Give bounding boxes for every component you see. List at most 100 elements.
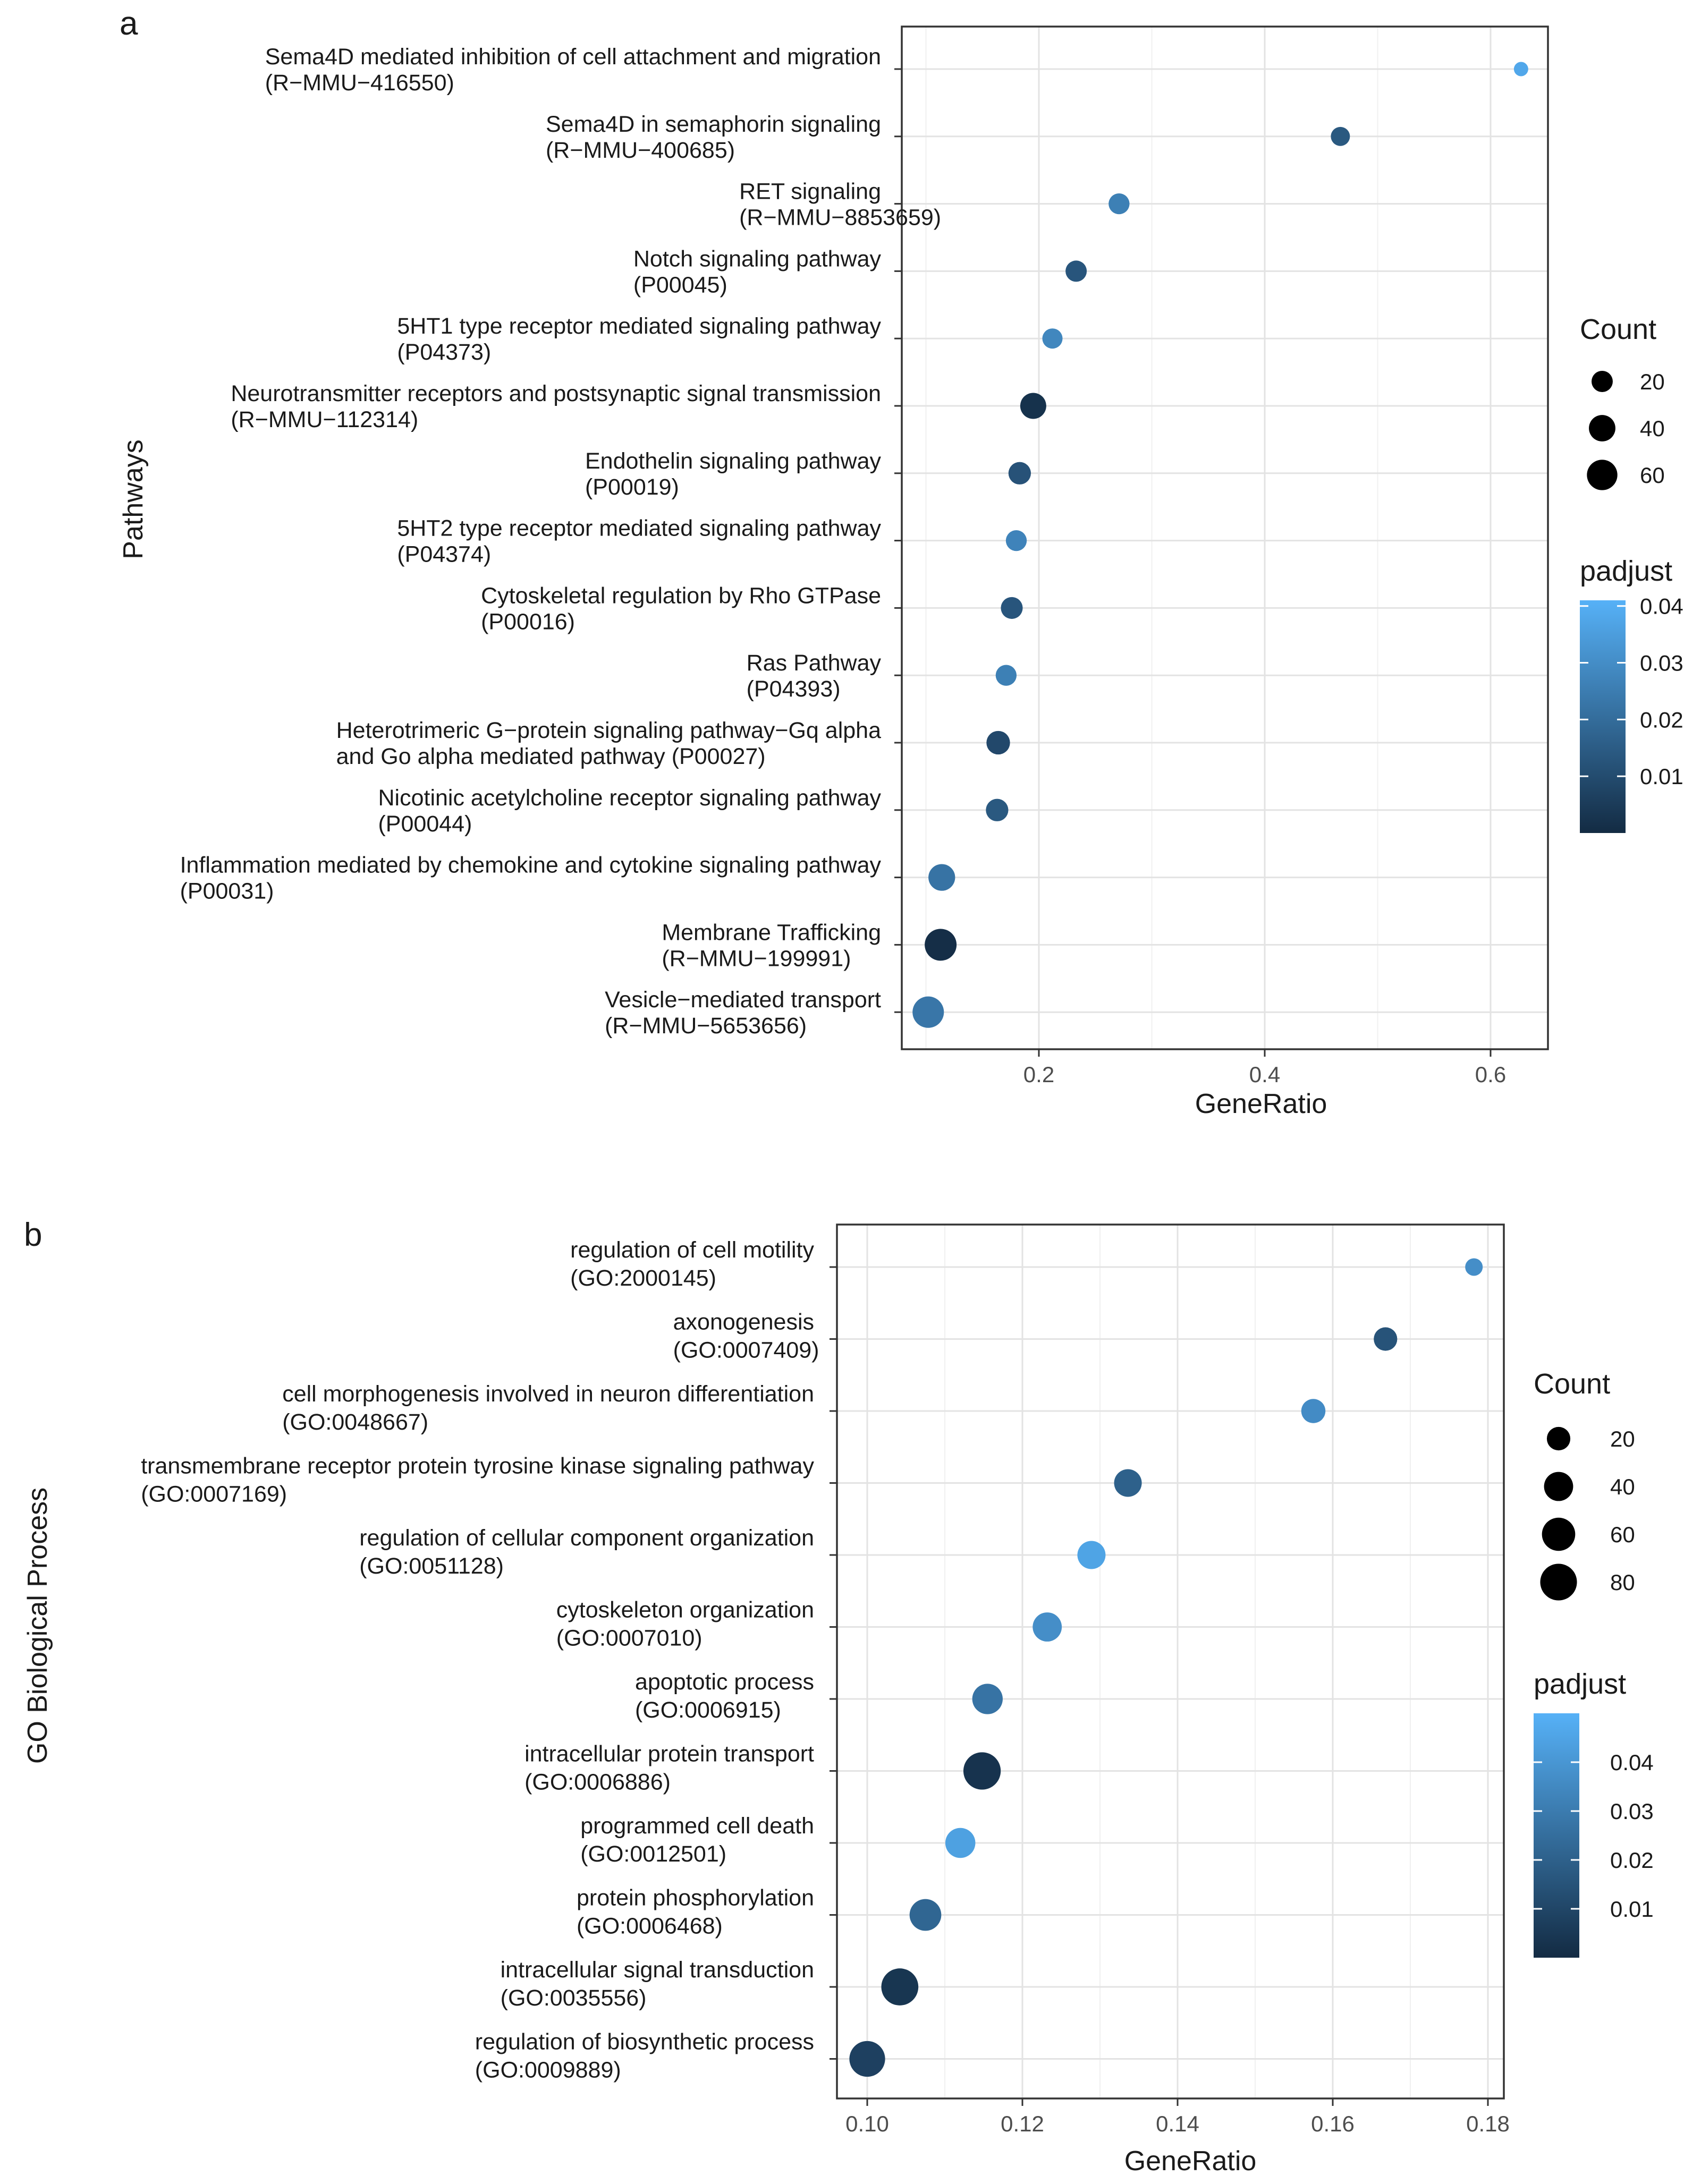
x-axis-title: GeneRatio (1124, 2146, 1257, 2177)
x-tick-label: 0.16 (1311, 2111, 1355, 2136)
y-tick-label-line: 5HT2 type receptor mediated signaling pa… (397, 516, 881, 541)
grid-lines (837, 1225, 1504, 2098)
y-tick-label: Inflammation mediated by chemokine and c… (180, 853, 882, 904)
y-tick-label: 5HT1 type receptor mediated signaling pa… (397, 313, 881, 365)
y-tick-label-line: (GO:0007409) (673, 1338, 819, 1363)
y-tick-label: Neurotransmitter receptors and postsynap… (231, 381, 881, 432)
y-tick-label: transmembrane receptor protein tyrosine … (141, 1454, 814, 1507)
legend-count-label: 40 (1640, 416, 1665, 441)
y-tick-label-line: Cytoskeletal regulation by Rho GTPase (481, 583, 881, 608)
grid-lines (902, 27, 1548, 1049)
legend-count-dot (1589, 415, 1615, 441)
y-axis-title: GO Biological Process (22, 1488, 53, 1764)
data-point (909, 1899, 942, 1931)
data-point (1331, 126, 1350, 146)
y-tick-label-line: programmed cell death (580, 1813, 814, 1839)
legend-count-title: Count (1580, 313, 1656, 345)
y-tick-label: protein phosphorylation (GO:0006468) (577, 1885, 814, 1939)
y-tick-label: 5HT2 type receptor mediated signaling pa… (397, 516, 881, 567)
y-tick-label-line: (GO:0048667) (282, 1409, 428, 1435)
legend-count-dot (1546, 1426, 1571, 1451)
y-tick-label-line: (P00045) (633, 272, 727, 298)
y-tick-label: axonogenesis (GO:0007409) (673, 1310, 819, 1363)
data-point (1465, 1258, 1483, 1276)
panel-label: a (120, 5, 138, 42)
data-point (1374, 1327, 1398, 1351)
legend-padjust-label: 0.04 (1610, 1750, 1654, 1775)
data-point (881, 1968, 919, 2005)
y-tick-label: regulation of biosynthetic process (GO:00… (475, 2029, 814, 2083)
y-tick-label-line: (R−MMU−199991) (662, 946, 851, 971)
y-tick-label: regulation of cell motility (GO:2000145) (570, 1237, 814, 1291)
legend-padjust: padjust 0.04 0.03 0.02 0.01 (1580, 555, 1683, 833)
y-tick-label-line: Notch signaling pathway (633, 246, 882, 271)
y-tick-label-line: (GO:0006468) (577, 1914, 723, 1939)
y-tick-label-line: (P04374) (397, 542, 491, 567)
legend-count-dot (1540, 1563, 1577, 1601)
plot-background (837, 1225, 1504, 2098)
data-point (928, 864, 955, 891)
y-tick-label-line: (P00044) (378, 811, 472, 837)
y-tick-label: Heterotrimeric G−protein signaling pathw… (336, 718, 881, 769)
y-tick-label-line: axonogenesis (673, 1310, 814, 1335)
legend-count-title: Count (1534, 1368, 1610, 1400)
data-point (945, 1828, 976, 1858)
y-tick-label-line: Nicotinic acetylcholine receptor signali… (378, 785, 881, 811)
x-axis-title: GeneRatio (1195, 1089, 1327, 1119)
y-tick-label-line: (GO:0035556) (501, 1985, 647, 2011)
data-point (1301, 1399, 1326, 1423)
y-tick-label-line: cytoskeleton organization (556, 1597, 814, 1623)
data-point (1513, 62, 1528, 77)
x-axis: 0.2 0.4 0.6 (1023, 1049, 1506, 1087)
y-tick-label: Notch signaling pathway (P00045) (633, 246, 882, 298)
y-tick-label: Cytoskeletal regulation by Rho GTPase (P0… (481, 583, 881, 634)
y-tick-label-line: (P04373) (397, 339, 491, 365)
legend-count: Count 20 40 60 80 (1534, 1368, 1635, 1601)
data-point (1033, 1612, 1062, 1642)
plot-border (836, 1223, 1505, 2100)
legend-padjust-label: 0.04 (1640, 594, 1683, 619)
data-point (986, 730, 1010, 755)
legend-count-label: 60 (1640, 463, 1665, 488)
y-axis-title: Pathways (118, 439, 149, 559)
x-tick-label: 0.4 (1249, 1062, 1280, 1087)
chart-panel-a: a Sema4D mediated inhibition of cell atta… (118, 5, 1683, 1119)
legend-count-label: 20 (1610, 1426, 1635, 1451)
y-tick-label-line: intracellular protein transport (524, 1741, 814, 1767)
y-tick-label: apoptotic process (GO:0006915) (635, 1669, 814, 1723)
panel-label: b (24, 1217, 42, 1253)
data-point (1114, 1469, 1142, 1497)
y-tick-label-line: (R−MMU−8853659) (739, 205, 941, 231)
chart-panel-b: b regulation of cell motility (GO:2000145)… (22, 1217, 1654, 2177)
y-tick-label-line: regulation of cellular component organiz… (359, 1525, 814, 1551)
data-points (849, 1258, 1483, 2077)
legend-padjust-colorbar (1580, 600, 1626, 833)
y-tick-label: intracellular signal transduction (GO:003… (501, 1957, 814, 2011)
data-point (1108, 193, 1130, 215)
y-tick-label-line: protein phosphorylation (577, 1885, 814, 1911)
legend-count-label: 60 (1610, 1522, 1635, 1547)
x-tick-label: 0.12 (1001, 2111, 1044, 2136)
data-points (912, 62, 1528, 1028)
legend-count-label: 40 (1610, 1474, 1635, 1499)
legend-padjust-label: 0.01 (1610, 1897, 1654, 1922)
data-point (972, 1684, 1003, 1714)
y-tick-label-line: (GO:0007010) (556, 1626, 703, 1651)
data-point (963, 1752, 1001, 1790)
y-tick-label-line: Membrane Trafficking (662, 920, 881, 945)
y-tick-label-line: cell morphogenesis involved in neuron di… (282, 1381, 814, 1407)
y-tick-label: Nicotinic acetylcholine receptor signali… (378, 785, 881, 837)
y-tick-label-line: transmembrane receptor protein tyrosine … (141, 1454, 814, 1479)
x-tick-label: 0.10 (845, 2111, 889, 2136)
data-point (995, 665, 1017, 686)
legend-count-label: 80 (1610, 1570, 1635, 1595)
y-tick-label-line: (R−MMU−416550) (265, 70, 454, 96)
y-tick-label: intracellular protein transport (GO:00068… (524, 1741, 814, 1795)
y-tick-label-line: apoptotic process (635, 1669, 814, 1695)
y-tick-label-line: (GO:2000145) (570, 1265, 716, 1291)
y-tick-label-line: (R−MMU−112314) (231, 407, 418, 432)
y-tick-label: RET signaling (R−MMU−8853659) (739, 179, 941, 231)
y-tick-label-line: (GO:0006886) (524, 1770, 671, 1795)
legend-padjust-colorbar (1534, 1713, 1579, 1958)
plot-background (902, 27, 1548, 1049)
